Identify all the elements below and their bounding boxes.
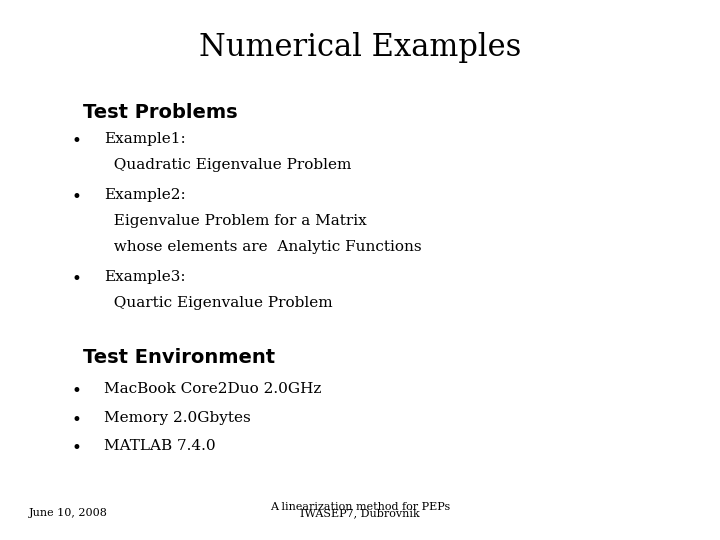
Text: Example1:: Example1: <box>104 132 186 146</box>
Text: •: • <box>72 410 82 429</box>
Text: Example3:: Example3: <box>104 269 186 284</box>
Text: •: • <box>72 269 82 288</box>
Text: IWASEP7, Dubrovnik: IWASEP7, Dubrovnik <box>300 508 420 518</box>
Text: Numerical Examples: Numerical Examples <box>199 32 521 63</box>
Text: •: • <box>72 382 82 400</box>
Text: Quartic Eigenvalue Problem: Quartic Eigenvalue Problem <box>104 295 333 309</box>
Text: MacBook Core2Duo 2.0GHz: MacBook Core2Duo 2.0GHz <box>104 382 322 396</box>
Text: Test Environment: Test Environment <box>83 348 275 367</box>
Text: MATLAB 7.4.0: MATLAB 7.4.0 <box>104 439 216 453</box>
Text: Eigenvalue Problem for a Matrix: Eigenvalue Problem for a Matrix <box>104 214 367 228</box>
Text: •: • <box>72 132 82 150</box>
Text: Example2:: Example2: <box>104 188 186 202</box>
Text: •: • <box>72 439 82 457</box>
Text: Test Problems: Test Problems <box>83 103 238 122</box>
Text: June 10, 2008: June 10, 2008 <box>29 508 108 518</box>
Text: •: • <box>72 188 82 206</box>
Text: A linearization method for PEPs: A linearization method for PEPs <box>270 502 450 512</box>
Text: Quadratic Eigenvalue Problem: Quadratic Eigenvalue Problem <box>104 158 352 172</box>
Text: Memory 2.0Gbytes: Memory 2.0Gbytes <box>104 410 251 424</box>
Text: whose elements are  Analytic Functions: whose elements are Analytic Functions <box>104 240 422 254</box>
